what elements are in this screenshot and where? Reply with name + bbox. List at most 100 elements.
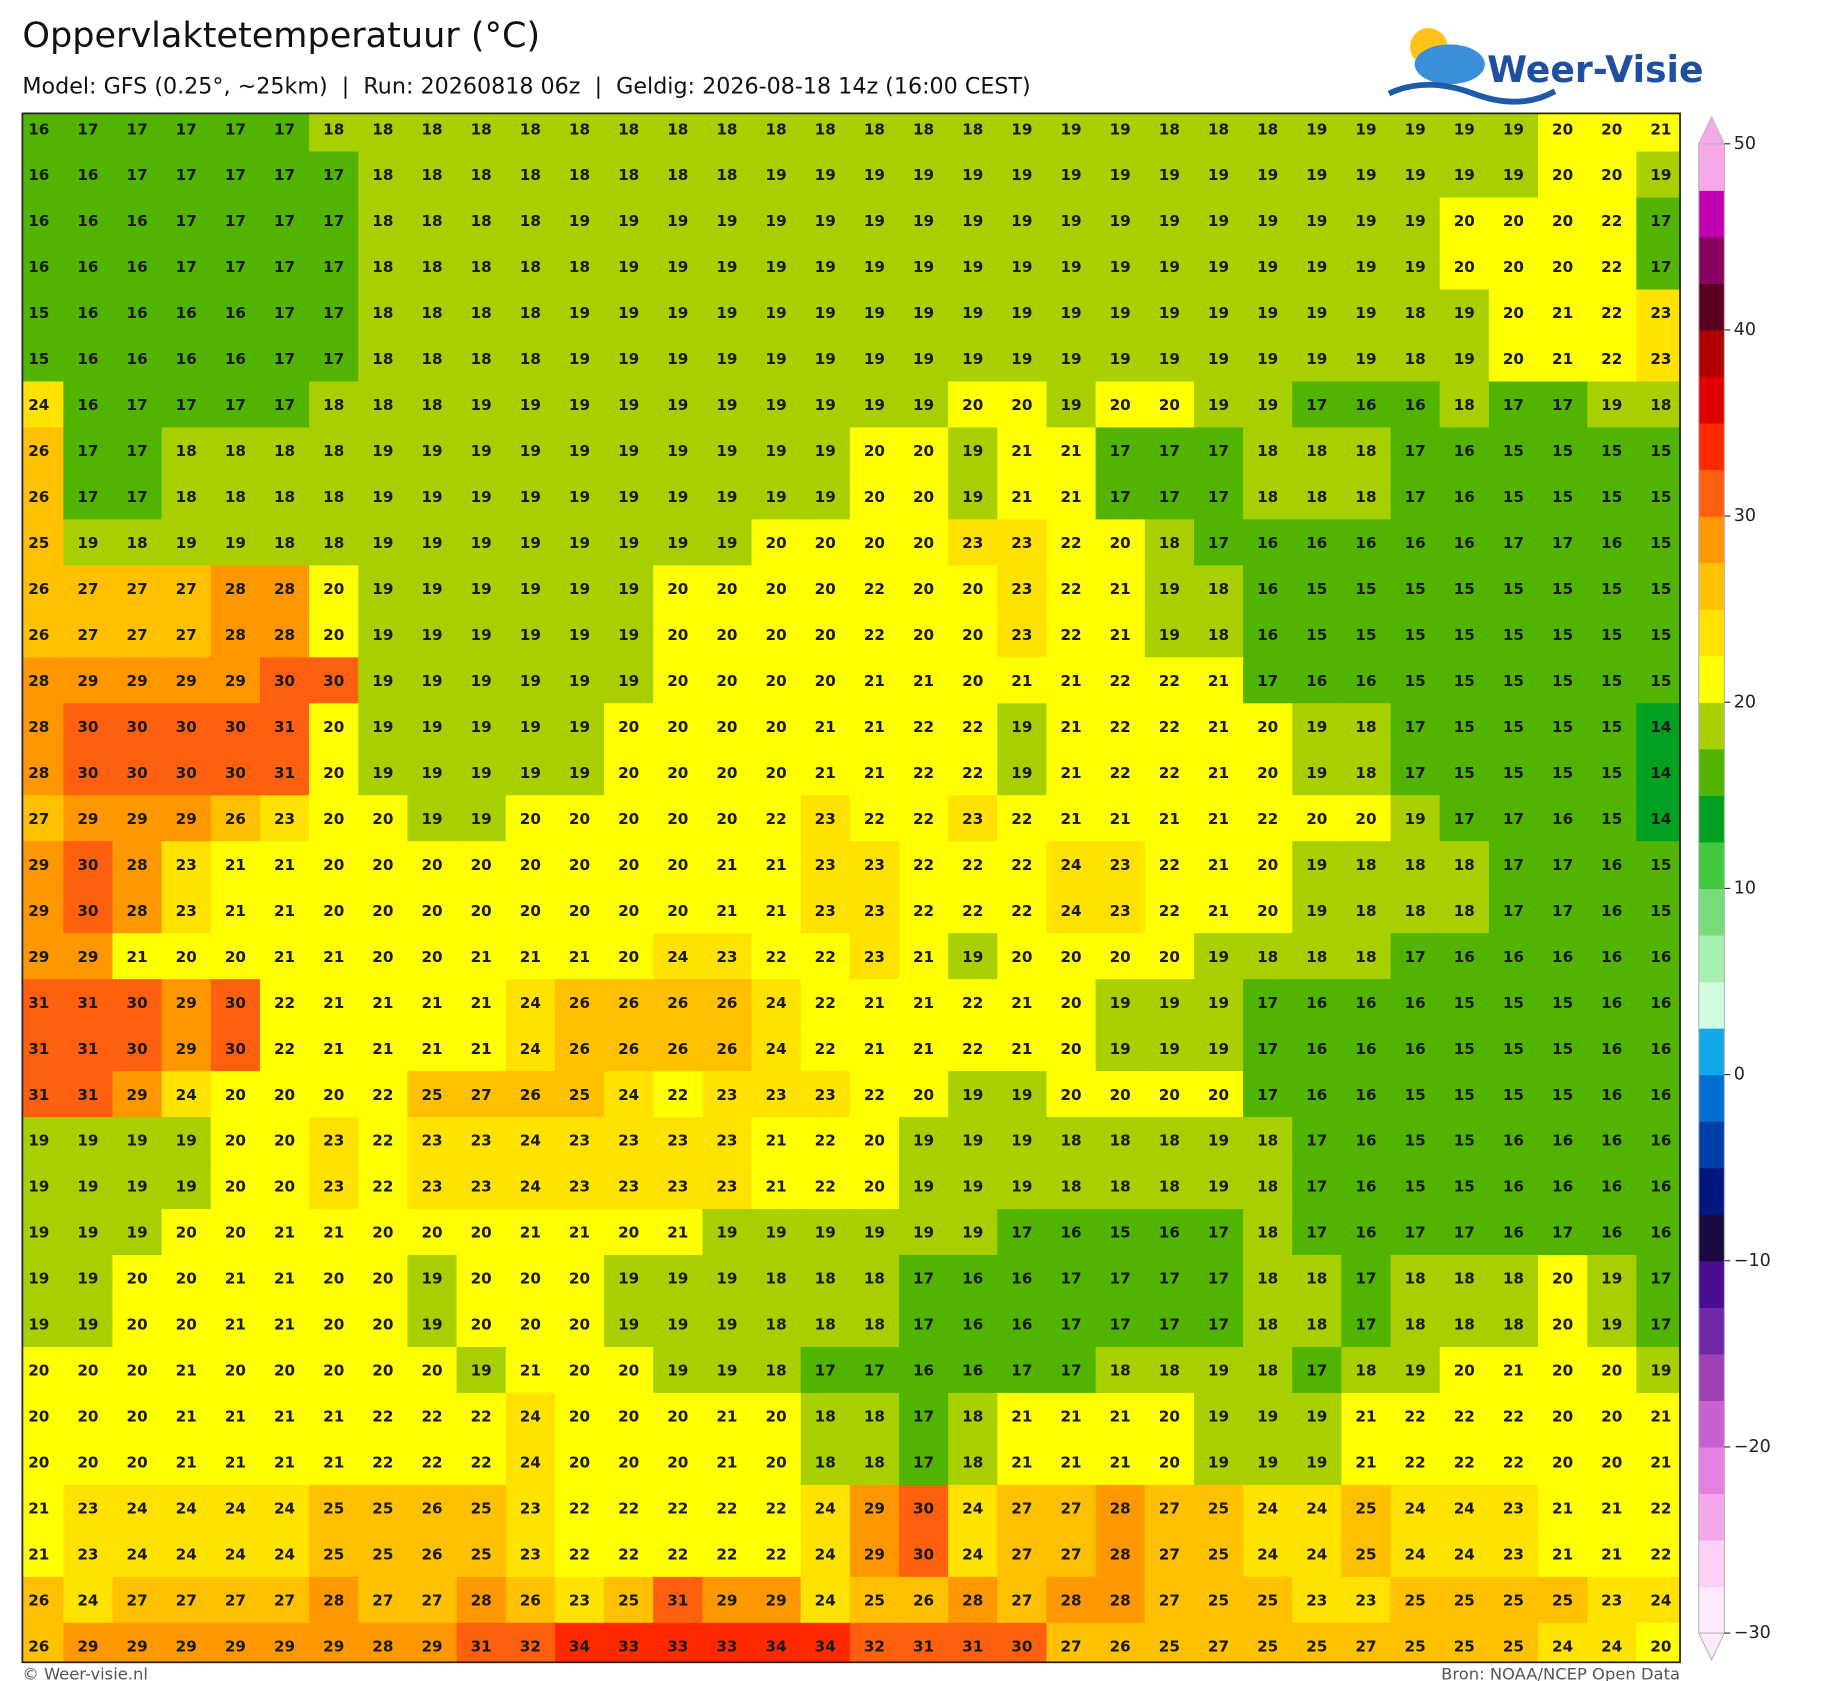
temperature-value: 19	[1405, 1362, 1426, 1380]
temperature-cell	[800, 473, 851, 520]
temperature-value: 19	[569, 580, 590, 598]
temperature-cell	[63, 427, 114, 474]
temperature-value: 16	[1257, 580, 1278, 598]
temperature-cell	[1341, 795, 1392, 842]
temperature-value: 20	[766, 1454, 787, 1472]
temperature-cell	[1292, 1346, 1342, 1394]
temperature-value: 25	[471, 1500, 492, 1518]
temperature-value: 20	[323, 1086, 344, 1104]
temperature-value: 22	[1650, 1546, 1671, 1564]
temperature-cell	[702, 1071, 753, 1118]
temperature-cell	[997, 1117, 1048, 1164]
temperature-value: 19	[1257, 1408, 1278, 1426]
temperature-cell	[1292, 611, 1342, 658]
temperature-cell	[751, 611, 802, 658]
temperature-cell	[1439, 519, 1490, 566]
temperature-value: 30	[127, 994, 148, 1012]
temperature-value: 19	[1306, 212, 1327, 230]
temperature-value: 20	[1159, 948, 1180, 966]
temperature-cell	[948, 427, 998, 474]
temperature-cell	[1243, 1300, 1293, 1348]
temperature-value: 20	[1110, 1086, 1131, 1104]
temperature-value: 19	[1355, 304, 1376, 322]
temperature-cell	[849, 1438, 900, 1486]
temperature-cell	[800, 151, 851, 199]
temperature-value: 17	[225, 120, 246, 138]
temperature-cell	[1587, 427, 1637, 474]
temperature-cell	[456, 1025, 507, 1072]
temperature-cell	[63, 841, 114, 888]
temperature-cell	[1587, 1209, 1637, 1256]
temperature-value: 18	[1454, 1270, 1475, 1288]
temperature-cell	[948, 473, 998, 520]
temperature-cell	[505, 1163, 556, 1210]
temperature-cell	[800, 1438, 851, 1486]
temperature-cell	[1636, 795, 1681, 842]
temperature-value: 22	[1011, 902, 1032, 920]
colorbar-band	[1698, 1493, 1725, 1541]
temperature-value: 21	[471, 994, 492, 1012]
temperature-value: 16	[1503, 1132, 1524, 1150]
temperature-cell	[1292, 243, 1342, 291]
temperature-cell	[1193, 473, 1244, 520]
temperature-value: 19	[520, 764, 541, 782]
temperature-cell	[63, 381, 114, 429]
temperature-cell	[1439, 1530, 1490, 1578]
temperature-value: 20	[667, 672, 688, 690]
temperature-value: 29	[716, 1591, 737, 1609]
temperature-value: 19	[1060, 396, 1081, 414]
temperature-value: 19	[127, 1132, 148, 1150]
temperature-cell	[1488, 565, 1539, 612]
temperature-cell	[800, 749, 851, 796]
temperature-value: 19	[1257, 212, 1278, 230]
temperature-cell	[751, 113, 802, 153]
temperature-cell	[161, 335, 212, 383]
temperature-value: 18	[471, 212, 492, 230]
temperature-value: 20	[372, 856, 393, 874]
temperature-cell	[259, 841, 310, 888]
temperature-value: 19	[667, 304, 688, 322]
temperature-value: 16	[28, 166, 49, 184]
temperature-cell	[210, 335, 261, 383]
temperature-value: 16	[1355, 1132, 1376, 1150]
temperature-value: 19	[864, 166, 885, 184]
temperature-value: 19	[913, 304, 934, 322]
temperature-cell	[1636, 335, 1681, 383]
temperature-cell	[63, 335, 114, 383]
temperature-cell	[1439, 979, 1490, 1026]
temperature-cell	[1390, 1438, 1441, 1486]
temperature-value: 19	[618, 672, 639, 690]
temperature-value: 19	[520, 488, 541, 506]
temperature-value: 14	[1650, 764, 1671, 782]
temperature-value: 20	[618, 948, 639, 966]
temperature-value: 16	[1601, 994, 1622, 1012]
temperature-cell	[210, 381, 261, 429]
temperature-cell	[702, 1438, 753, 1486]
temperature-cell	[604, 657, 654, 704]
temperature-cell	[751, 519, 802, 566]
temperature-value: 27	[28, 810, 49, 828]
temperature-cell	[1292, 1209, 1342, 1256]
temperature-cell	[1538, 289, 1588, 337]
temperature-cell	[702, 1530, 753, 1578]
temperature-cell	[554, 611, 605, 658]
temperature-cell	[1439, 1392, 1490, 1440]
temperature-cell	[554, 289, 605, 337]
temperature-value: 19	[1011, 166, 1032, 184]
temperature-cell	[505, 1117, 556, 1164]
temperature-value: 17	[1650, 212, 1671, 230]
temperature-value: 18	[1110, 1132, 1131, 1150]
temperature-value: 21	[1110, 580, 1131, 598]
temperature-value: 21	[176, 1454, 197, 1472]
temperature-value: 19	[372, 626, 393, 644]
temperature-value: 20	[77, 1454, 98, 1472]
temperature-cell	[63, 1622, 114, 1663]
temperature-cell	[1095, 933, 1146, 980]
temperature-cell	[309, 1438, 359, 1486]
temperature-value: 16	[1355, 1086, 1376, 1104]
temperature-cell	[1538, 1530, 1588, 1578]
temperature-cell	[1636, 611, 1681, 658]
temperature-cell	[554, 1484, 605, 1532]
temperature-cell	[259, 703, 310, 750]
colorbar-band	[1698, 841, 1725, 890]
